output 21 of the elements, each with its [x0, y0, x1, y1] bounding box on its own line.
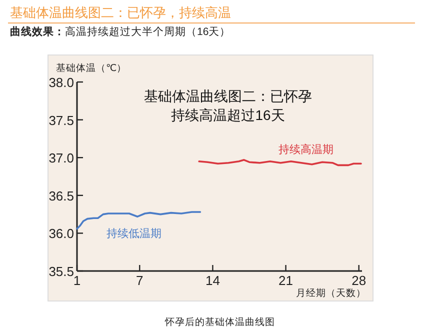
annotation: 基础体温曲线图二：已怀孕 — [144, 88, 312, 104]
y-axis-title: 基础体温（℃） — [56, 62, 127, 74]
y-tick-label: 36.0 — [48, 226, 74, 242]
chart-subtitle: 曲线效果：高温持续超过大半个周期（16天） — [10, 25, 231, 38]
annotation: 持续高温超过16天 — [171, 107, 285, 123]
x-tick-label: 14 — [205, 273, 220, 288]
y-tick-label: 37.0 — [48, 150, 74, 166]
x-tick-label: 1 — [73, 273, 81, 288]
x-axis-title: 月经期（天数） — [296, 287, 366, 299]
y-tick-label: 37.5 — [48, 112, 74, 128]
line-series — [76, 211, 202, 230]
y-tick-label: 36.5 — [48, 188, 74, 204]
annotation: 持续低温期 — [106, 227, 162, 240]
y-tick-label: 38.0 — [48, 75, 74, 90]
x-tick-label: 21 — [278, 273, 294, 288]
text: 怀孕后的基础体温曲线图 — [164, 316, 275, 328]
y-tick-label: 35.5 — [48, 264, 74, 279]
annotation: 持续高温期 — [278, 143, 334, 156]
chart-title: 基础体温曲线图二：已怀孕，持续高温 — [10, 5, 231, 20]
x-tick-label: 7 — [136, 273, 144, 288]
x-tick-label: 28 — [352, 273, 366, 288]
